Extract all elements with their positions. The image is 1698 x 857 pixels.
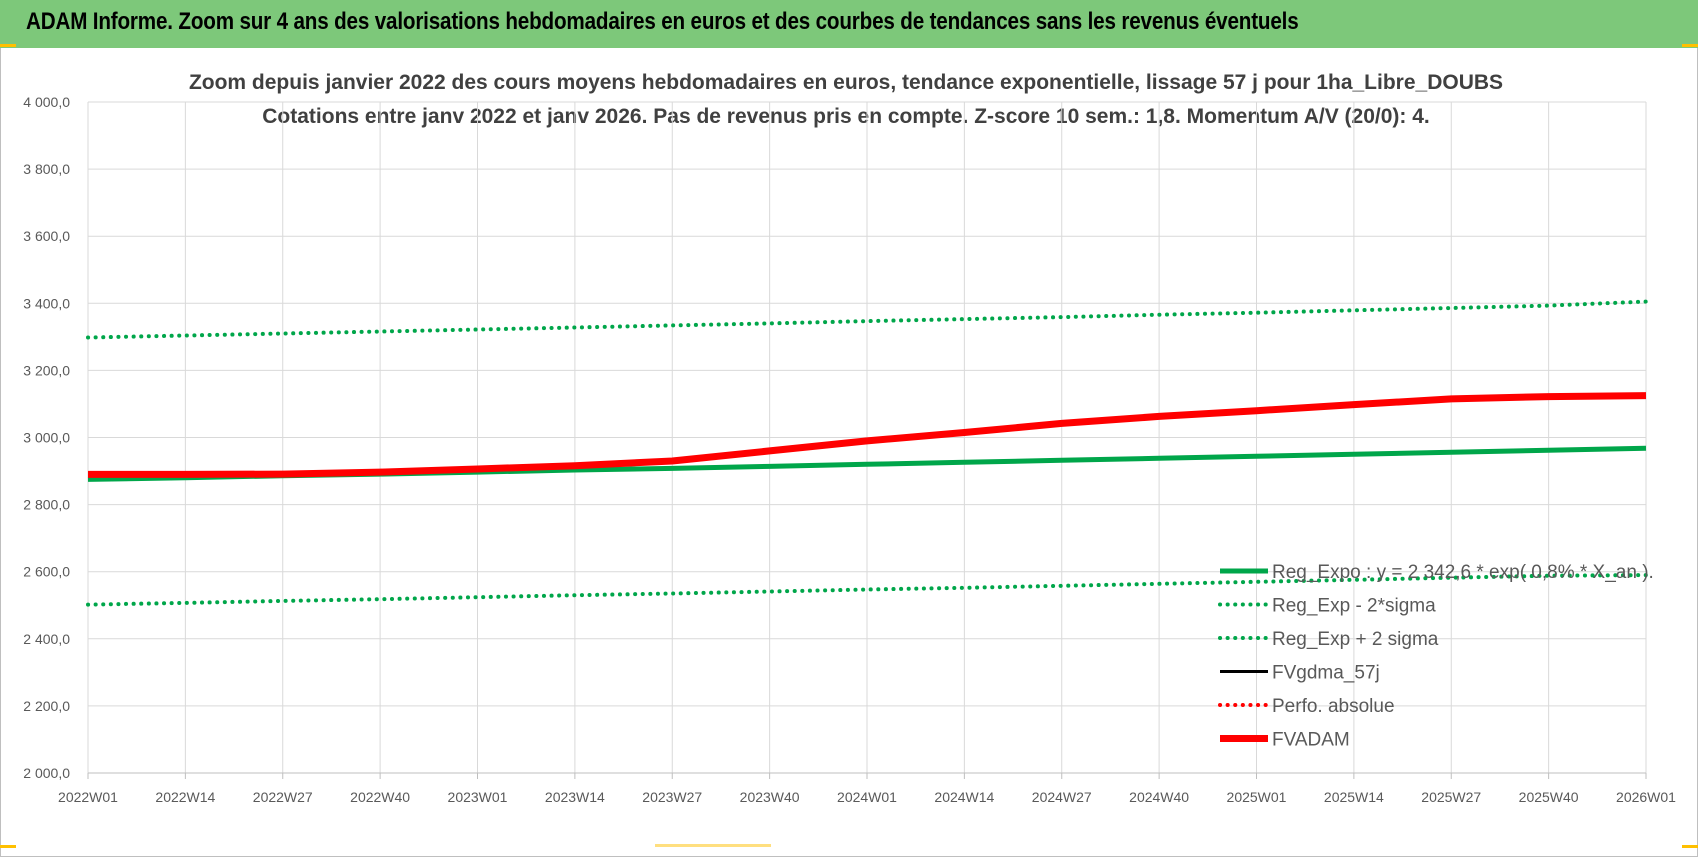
legend-label-3: FVgdma_57j — [1272, 663, 1380, 684]
legend-label-4: Perfo. absolue — [1272, 696, 1395, 717]
legend-label-2: Reg_Exp + 2 sigma — [1272, 629, 1439, 650]
x-tick-label: 2024W27 — [1032, 789, 1092, 805]
x-tick-label: 2023W14 — [545, 789, 605, 805]
y-tick-label: 2 800,0 — [23, 497, 70, 513]
y-tick-label: 2 200,0 — [23, 698, 70, 714]
x-tick-label: 2023W27 — [642, 789, 702, 805]
x-tick-label: 2022W14 — [155, 789, 215, 805]
series-lines — [86, 299, 1648, 607]
y-tick-label: 3 400,0 — [23, 295, 70, 311]
y-tick-label: 2 600,0 — [23, 564, 70, 580]
chart-title: Zoom depuis janvier 2022 des cours moyen… — [189, 71, 1503, 94]
corner-mark-top-right — [1682, 44, 1698, 47]
legend-label-0: Reg_Expo : y = 2 342,6 * exp( 0,8% * X_a… — [1272, 562, 1654, 583]
y-tick-label: 3 600,0 — [23, 228, 70, 244]
x-tick-label: 2023W40 — [740, 789, 800, 805]
y-tick-label: 3 000,0 — [23, 430, 70, 446]
y-tick-label: 2 000,0 — [23, 765, 70, 781]
chart-subtitle: Cotations entre janv 2022 et janv 2026. … — [262, 105, 1430, 128]
y-axis-ticks: 4 000,0 3 800,0 3 600,0 3 400,0 3 200,0 3 000… — [23, 94, 70, 781]
series-line-2 — [86, 299, 1648, 340]
series-line-5 — [88, 392, 1647, 478]
corner-mark-top-left — [0, 44, 16, 47]
x-tick-label: 2022W27 — [253, 789, 313, 805]
x-tick-label: 2025W27 — [1421, 789, 1481, 805]
x-tick-label: 2026W01 — [1616, 789, 1676, 805]
x-tick-label: 2024W01 — [837, 789, 897, 805]
x-tick-label: 2025W40 — [1519, 789, 1579, 805]
corner-mark-bottom-left — [0, 845, 16, 848]
x-tick-label: 2022W40 — [350, 789, 410, 805]
x-tick-label: 2025W14 — [1324, 789, 1384, 805]
y-tick-label: 2 400,0 — [23, 631, 70, 647]
selection-handle-bottom — [655, 844, 771, 847]
y-tick-label: 3 200,0 — [23, 362, 70, 378]
x-tick-label: 2025W01 — [1227, 789, 1287, 805]
title-banner: ADAM Informe. Zoom sur 4 ans des valoris… — [0, 0, 1698, 48]
x-tick-label: 2022W01 — [58, 789, 118, 805]
y-tick-label: 4 000,0 — [23, 94, 70, 110]
y-tick-label: 3 800,0 — [23, 161, 70, 177]
legend-label-5: FVADAM — [1272, 730, 1350, 751]
corner-mark-bottom-right — [1682, 845, 1698, 848]
x-tick-label: 2024W40 — [1129, 789, 1189, 805]
legend: Reg_Expo : y = 2 342,6 * exp( 0,8% * X_a… — [1218, 562, 1654, 751]
page-title: ADAM Informe. Zoom sur 4 ans des valoris… — [26, 8, 1299, 35]
x-tick-label: 2024W14 — [934, 789, 994, 805]
legend-label-1: Reg_Exp - 2*sigma — [1272, 596, 1436, 617]
x-tick-label: 2023W01 — [448, 789, 508, 805]
x-axis-ticks: 2022W01 2022W14 2022W27 2022W40 2023W01 2023W… — [58, 772, 1676, 805]
series-line-1 — [86, 573, 1648, 607]
